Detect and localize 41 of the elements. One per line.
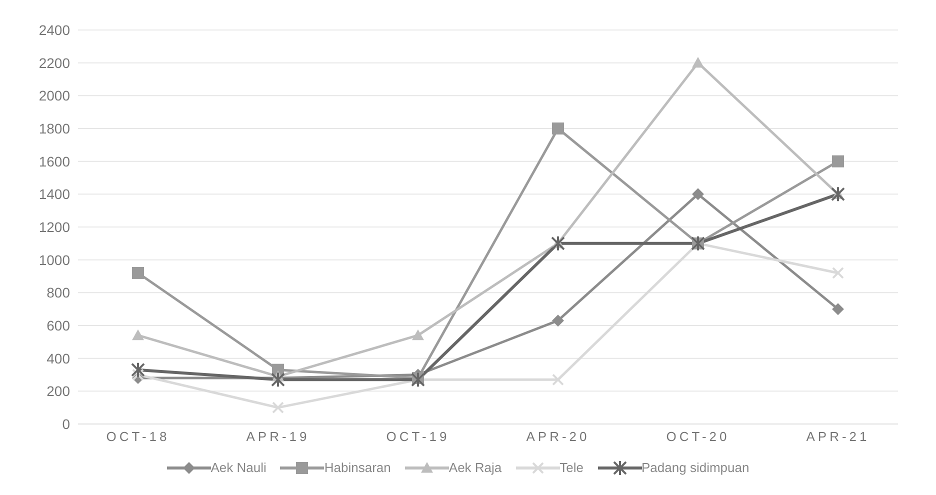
x-tick-label: APR-19 xyxy=(246,429,310,444)
point xyxy=(832,155,844,168)
y-tick-label: 0 xyxy=(62,416,70,432)
x-tick-label: OCT-18 xyxy=(106,429,170,444)
x-tick-label: APR-20 xyxy=(526,429,590,444)
x-tick-label: OCT-19 xyxy=(386,429,450,444)
legend-label: Tele xyxy=(560,460,584,476)
point xyxy=(552,122,564,134)
y-tick-label: 1400 xyxy=(38,186,70,202)
point xyxy=(131,362,145,378)
point xyxy=(832,266,844,279)
y-tick-label: 1800 xyxy=(38,120,70,136)
point xyxy=(132,368,144,381)
y-tick-label: 200 xyxy=(46,383,70,400)
point xyxy=(272,402,284,414)
point xyxy=(692,56,704,68)
x-tick-label: OCT-20 xyxy=(666,429,730,444)
y-tick-label: 2400 xyxy=(38,22,70,38)
y-tick-label: 1200 xyxy=(38,218,70,235)
point xyxy=(551,235,565,252)
legend-label: Habinsaran xyxy=(324,460,391,476)
y-tick-label: 800 xyxy=(46,284,70,301)
legend-label: Aek Raja xyxy=(448,460,502,476)
legend-label: Padang sidimpuan xyxy=(642,460,750,476)
point xyxy=(132,266,144,279)
y-tick-label: 2200 xyxy=(38,54,70,71)
point xyxy=(552,374,564,386)
y-tick-label: 600 xyxy=(46,317,70,334)
point xyxy=(132,329,144,340)
point xyxy=(271,372,285,388)
legend-label: Aek Nauli xyxy=(210,460,266,476)
point xyxy=(832,303,844,316)
point xyxy=(692,188,704,200)
point xyxy=(831,186,845,202)
point xyxy=(412,329,424,340)
y-tick-label: 400 xyxy=(46,350,70,366)
y-tick-label: 1600 xyxy=(38,153,70,170)
point xyxy=(552,314,564,327)
y-tick-label: 1000 xyxy=(38,252,70,268)
y-tick-label: 2000 xyxy=(38,88,70,104)
x-tick-label: APR-21 xyxy=(806,429,870,444)
